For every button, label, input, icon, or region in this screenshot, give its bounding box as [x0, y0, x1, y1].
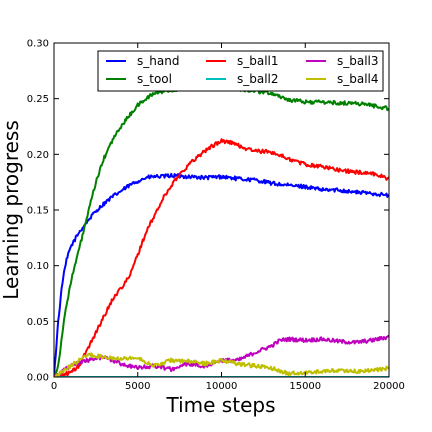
x-tick-label: 10000	[206, 381, 238, 392]
x-axis-label: Time steps	[166, 393, 276, 417]
y-tick-label: 0.15	[27, 206, 49, 217]
legend-label-s-ball4: s_ball4	[337, 72, 379, 86]
x-tick-label: 0	[51, 381, 57, 392]
x-tick-label: 20000	[373, 381, 405, 392]
series-line-s-ball1	[54, 138, 389, 377]
legend-label-s-hand: s_hand	[137, 54, 179, 68]
series-line-s-hand	[54, 172, 389, 377]
y-tick-label: 0.30	[27, 39, 49, 50]
legend-label-s-tool: s_tool	[137, 72, 172, 86]
legend: s_hand s_tool s_ball1 s_ball2 s_ball3 s_ball4	[97, 50, 384, 92]
y-tick-label: 0.25	[27, 94, 49, 105]
legend-box	[97, 50, 384, 92]
legend-label-s-ball2: s_ball2	[237, 72, 279, 86]
y-tick-label: 0.20	[27, 150, 49, 161]
legend-label-s-ball1: s_ball1	[237, 54, 279, 68]
y-tick-label: 0.05	[27, 317, 49, 328]
y-axis-label: Learning progress	[0, 120, 23, 300]
y-tick-label: 0.10	[27, 261, 49, 272]
x-tick-label: 15000	[289, 381, 321, 392]
x-tick-label: 5000	[125, 381, 150, 392]
series-line-s-ball4	[54, 352, 389, 377]
axes-layer: 0 5000 10000 15000 20000 0.00 0.05 0.10 0.15 0.20…	[27, 39, 405, 393]
legend-label-s-ball3: s_ball3	[337, 54, 379, 68]
y-tick-label: 0.00	[27, 373, 49, 384]
